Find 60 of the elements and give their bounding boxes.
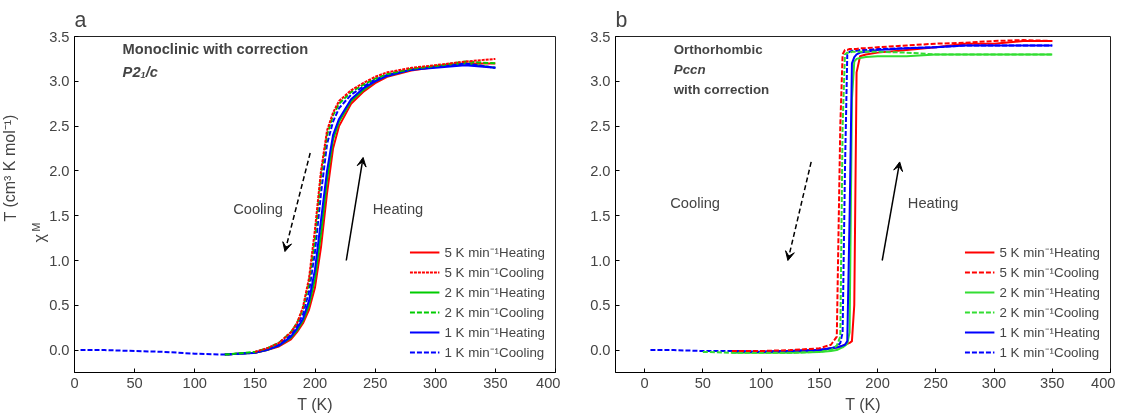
y-tick-label: 3.0 [49, 73, 70, 90]
y-tick-label: 2.5 [590, 118, 611, 135]
annotation: Cooling [670, 195, 720, 212]
x-tick-label: 100 [748, 374, 774, 391]
x-axis-title: T (K) [845, 395, 881, 413]
y-tick-label: 2.0 [49, 162, 70, 179]
annotation: Cooling [233, 201, 283, 218]
x-tick-label: 100 [182, 374, 207, 391]
y-tick-label: 3.5 [590, 28, 611, 45]
x-tick-label: 250 [923, 374, 949, 391]
y-tick-label: 2.5 [49, 118, 70, 135]
x-tick-label: 0 [640, 374, 649, 391]
legend-label: 1 K min⁻¹Cooling [999, 344, 1100, 361]
y-tick-label: 0.5 [590, 297, 611, 314]
legend-label: 5 K min⁻¹Cooling [444, 264, 545, 281]
x-tick-label: 400 [536, 374, 561, 391]
x-tick-label: 50 [694, 374, 712, 391]
chart-title: b [615, 7, 628, 32]
y-tick-label: 0.0 [49, 342, 70, 359]
y-tick-label: 1.5 [590, 207, 611, 224]
y-tick-label: 0.5 [49, 297, 70, 314]
annotation: Pccn [673, 61, 706, 77]
y-tick-label: 2.0 [590, 162, 611, 179]
y-tick-label: 3.5 [49, 28, 70, 45]
x-tick-label: 350 [1040, 374, 1065, 391]
legend-label: 1 K min⁻¹Heating [444, 324, 545, 341]
legend-label: 2 K min⁻¹Cooling [444, 304, 545, 321]
y-axis-title: χMT (cm³ K mol⁻¹) [1, 114, 48, 243]
legend-label: 2 K min⁻¹Cooling [999, 304, 1100, 321]
chart-title: a [74, 7, 87, 32]
legend-label: 1 K min⁻¹Heating [999, 324, 1100, 341]
legend-label: 2 K min⁻¹Heating [999, 284, 1100, 301]
y-tick-label: 1.0 [590, 252, 611, 269]
x-tick-label: 200 [865, 374, 890, 391]
x-tick-label: 200 [302, 374, 328, 391]
x-tick-label: 300 [981, 374, 1007, 391]
x-tick-label: 400 [1091, 374, 1116, 391]
y-tick-label: 0.0 [590, 342, 611, 359]
y-tick-label: 3.0 [590, 73, 611, 90]
annotation: Heating [372, 201, 424, 218]
annotation: Heating [907, 195, 959, 212]
x-tick-label: 150 [807, 374, 832, 391]
x-tick-label: 0 [70, 374, 79, 391]
annotation: Orthorhombic [673, 42, 764, 58]
legend-label: 5 K min⁻¹Heating [444, 244, 545, 261]
legend-label: 2 K min⁻¹Heating [444, 284, 545, 301]
x-tick-label: 150 [242, 374, 268, 391]
y-tick-label: 1.0 [49, 252, 70, 269]
x-tick-label: 250 [362, 374, 388, 391]
annotation: Monoclinic with correction [122, 41, 309, 58]
x-axis-title: T (K) [297, 395, 333, 413]
annotation: P2₁/c [122, 63, 158, 80]
legend-label: 1 K min⁻¹Cooling [444, 344, 545, 361]
x-tick-label: 50 [126, 374, 143, 391]
annotation: with correction [672, 81, 770, 97]
legend-label: 5 K min⁻¹Heating [999, 244, 1100, 261]
legend-label: 5 K min⁻¹Cooling [999, 264, 1100, 281]
x-tick-label: 350 [483, 374, 508, 391]
y-tick-label: 1.5 [49, 207, 70, 224]
x-tick-label: 300 [423, 374, 448, 391]
